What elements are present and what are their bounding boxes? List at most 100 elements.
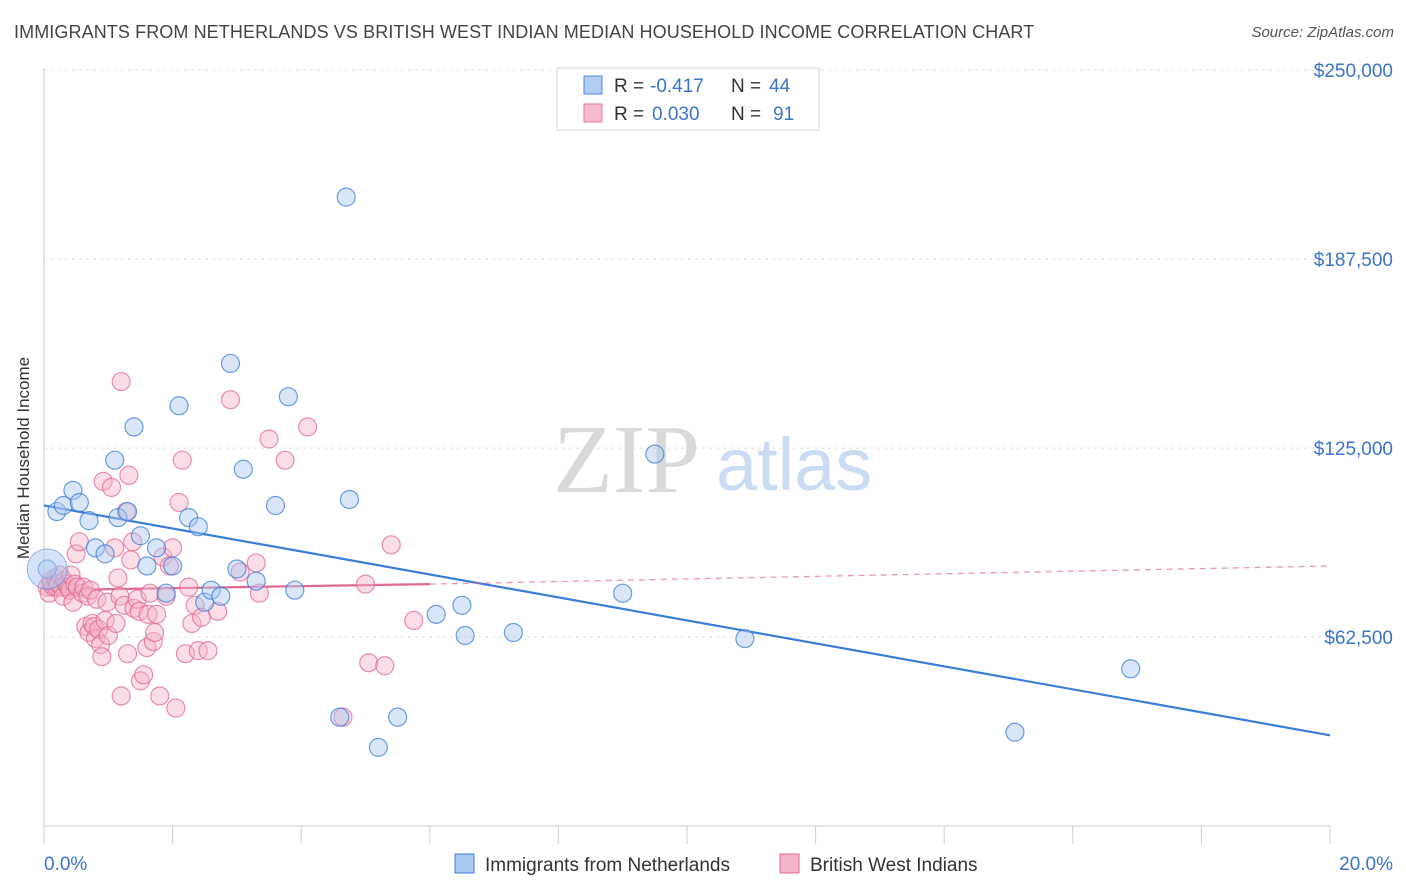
point-netherlands [188,517,208,537]
point-british-west-indians [105,538,125,558]
stats-r-value-2: 0.030 [652,104,700,125]
trend-lines [43,504,1331,737]
stats-r-value-1: -0.417 [650,76,704,97]
point-british-west-indians [220,390,241,410]
point-netherlands [233,459,253,479]
point-british-west-indians [230,562,250,582]
point-british-west-indians [106,613,126,634]
data-points [26,187,1141,757]
trend-line-british-west-indians [43,583,430,592]
legend-swatch-british-west-indians [779,853,800,874]
point-netherlands [285,580,305,600]
y-tick-label: $62,500 [1324,628,1393,649]
point-netherlands [426,604,446,624]
watermark: ZIP atlas [553,406,872,514]
point-netherlands [368,737,388,757]
point-british-west-indians [146,604,167,624]
stats-r-label-1: R = [614,76,644,97]
stats-n-value-2: 91 [773,104,794,125]
stats-r-label-2: R = [614,104,644,125]
point-netherlands [227,559,247,579]
point-netherlands [156,583,176,603]
point-netherlands [201,580,221,600]
point-british-west-indians [144,622,165,643]
point-british-west-indians [150,686,170,706]
trend-line-british-west-indians-extension [429,565,1331,585]
point-netherlands [330,707,350,727]
point-netherlands [336,187,356,207]
point-cluster-netherlands [26,548,68,590]
point-netherlands [85,538,106,558]
chart-title: IMMIGRANTS FROM NETHERLANDS VS BRITISH W… [14,22,1035,42]
point-netherlands [452,595,472,615]
point-netherlands [220,353,241,374]
stats-n-value-1: 44 [769,76,791,97]
x-tick-labels: 0.0% 20.0% [44,854,1393,875]
point-netherlands [455,625,475,646]
point-netherlands [79,511,99,531]
point-netherlands [339,489,360,510]
point-british-west-indians [69,532,89,552]
stats-swatch-pink [583,103,603,123]
legend-label-netherlands: Immigrants from Netherlands [485,855,730,876]
source-credit: Source: ZipAtlas.com [1251,24,1394,41]
point-british-west-indians [134,665,154,685]
point-netherlands [137,556,157,576]
point-british-west-indians [92,647,112,667]
point-netherlands [246,571,266,591]
point-netherlands [503,622,523,643]
point-netherlands [388,707,408,727]
point-netherlands [146,538,167,558]
point-british-west-indians [117,644,138,664]
axes [43,68,1331,844]
series-legend: Immigrants from Netherlands British West… [454,853,978,876]
point-british-west-indians [381,535,401,555]
point-british-west-indians [169,492,189,513]
point-netherlands [63,480,83,500]
point-netherlands [613,583,633,603]
point-british-west-indians [98,625,118,646]
point-british-west-indians [66,544,86,564]
point-british-west-indians [111,686,131,706]
point-british-west-indians [108,568,128,588]
point-british-west-indians [172,450,192,470]
x-tick-label: 0.0% [44,854,87,875]
point-british-west-indians [123,532,143,552]
gridlines [44,69,1394,638]
stats-n-label-2: N = [731,104,761,125]
point-british-west-indians [404,610,424,631]
y-tick-label: $187,500 [1314,250,1393,271]
point-british-west-indians [101,477,122,497]
point-netherlands [735,628,755,649]
point-british-west-indians [188,641,208,661]
point-netherlands [1005,722,1025,742]
watermark-zip: ZIP [553,406,700,514]
point-netherlands [1121,659,1141,679]
point-british-west-indians [375,656,395,676]
point-netherlands [169,396,189,416]
stats-legend: R = -0.417 N = 44 R = 0.030 N = 91 [556,67,820,131]
legend-label-british-west-indians: British West Indians [810,855,978,876]
point-british-west-indians [246,553,266,573]
y-tick-label: $125,000 [1314,439,1393,460]
point-netherlands [130,526,151,546]
point-british-west-indians [119,465,139,485]
x-tick-label: 20.0% [1339,854,1393,875]
point-british-west-indians [138,604,158,624]
y-tick-labels: $62,500 $125,000 $187,500 $250,000 [1314,61,1393,649]
point-netherlands [108,508,128,528]
point-netherlands [105,450,125,470]
point-british-west-indians [298,417,318,437]
point-netherlands [53,495,73,516]
point-netherlands [95,544,115,564]
point-british-west-indians [72,583,93,603]
point-netherlands [117,501,138,522]
point-netherlands [69,492,89,513]
point-british-west-indians [111,371,131,392]
point-netherlands [163,556,183,576]
point-british-west-indians [275,450,295,470]
point-british-west-indians [166,698,186,718]
y-tick-label: $250,000 [1314,61,1393,82]
point-british-west-indians [198,641,218,661]
